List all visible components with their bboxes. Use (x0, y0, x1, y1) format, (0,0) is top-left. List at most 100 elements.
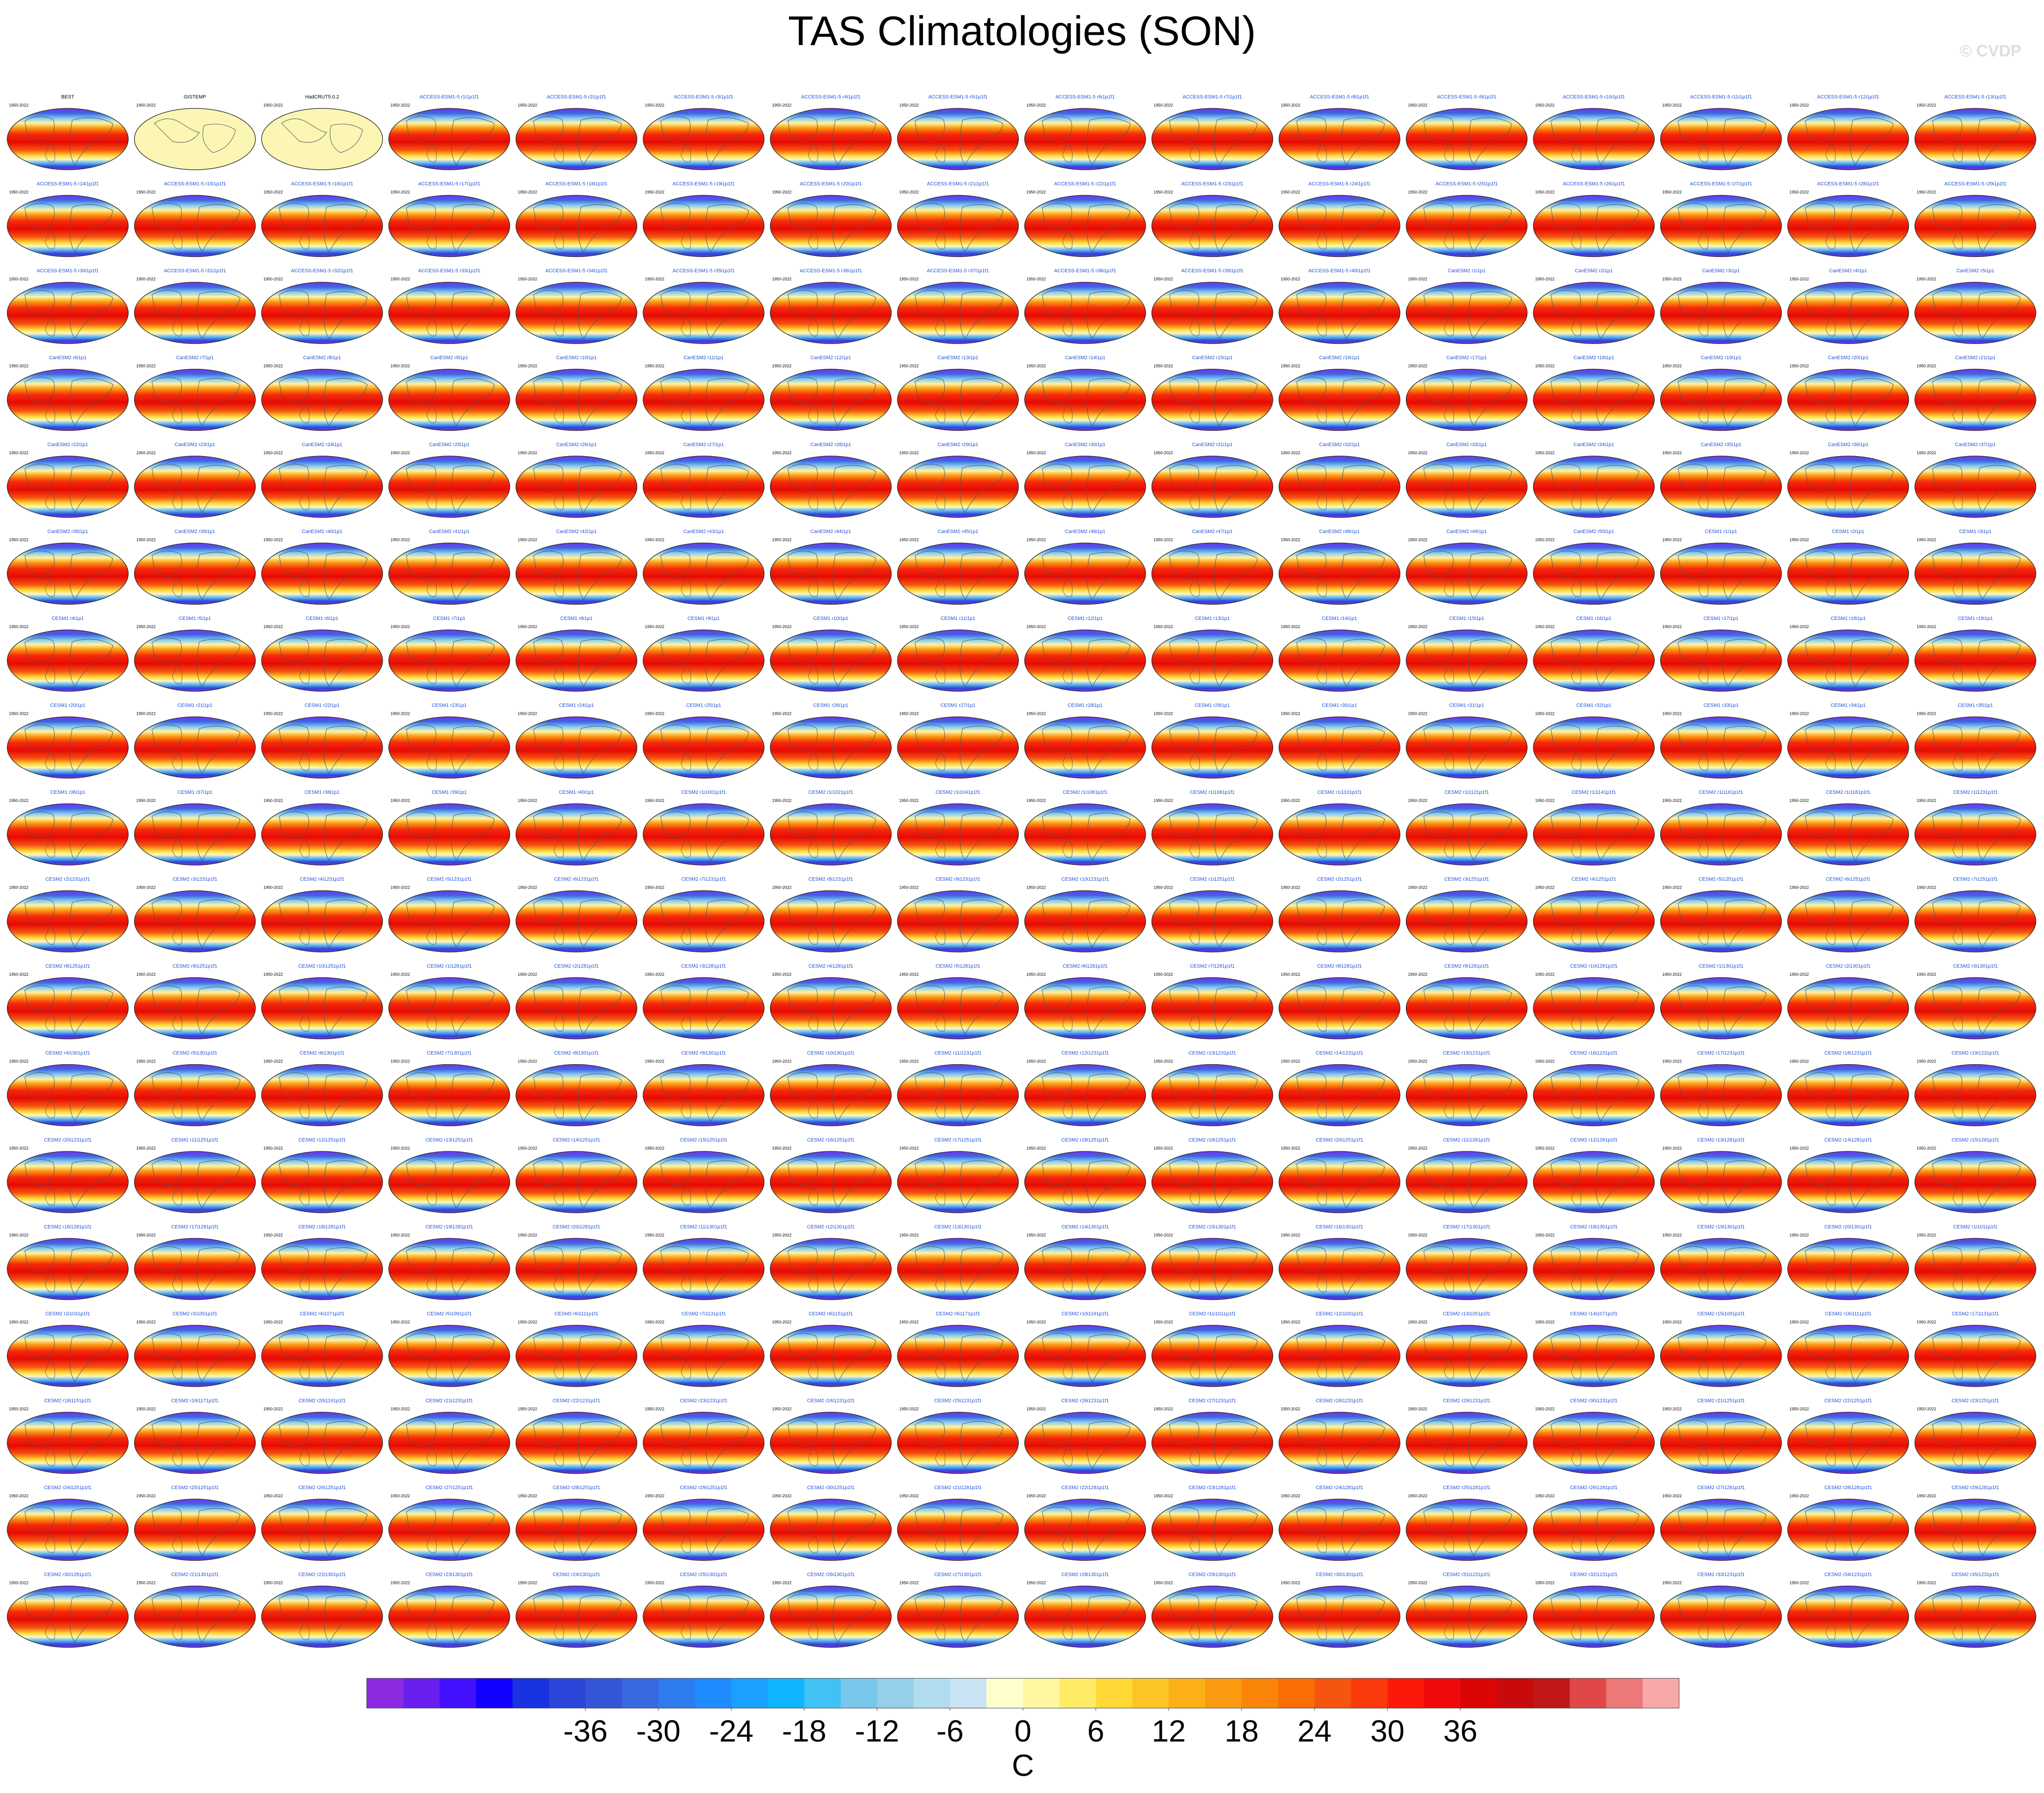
coastline (1316, 404, 1327, 424)
panel-years: 1950-2022 (1408, 885, 1428, 890)
map-panel: ACCESS-ESM1-5 r11i1p1f1 1950-2022 (1660, 94, 1782, 170)
coastline (1296, 638, 1327, 664)
coastline (451, 812, 495, 862)
map-panel: ACCESS-ESM1-5 r27i1p1f1 1950-2022 (1660, 182, 1782, 257)
map-globe (1914, 542, 2036, 605)
coastline (24, 203, 55, 229)
map-panel: ACCESS-ESM1-5 r26i1p1f1 1950-2022 (1533, 182, 1655, 257)
coastline (1678, 550, 1708, 577)
panel-years: 1950-2022 (1027, 364, 1046, 368)
map-globe (1787, 368, 1909, 431)
colorbar-swatch (695, 1678, 732, 1708)
coastline (1952, 838, 1963, 858)
coastline (1805, 724, 1835, 750)
coastline (1423, 290, 1454, 316)
coastline (279, 638, 309, 664)
map-globe (643, 890, 765, 953)
map-panel: CanESM2 r14i1p1 1950-2022 (1024, 355, 1146, 431)
coastline (1423, 898, 1454, 924)
panel-years: 1950-2022 (136, 538, 156, 542)
coastline (281, 118, 327, 143)
coastline (1722, 465, 1767, 514)
panel-title: ACCESS-ESM1-5 r37i1p1f1 (927, 268, 989, 274)
coastline (1444, 230, 1454, 250)
map-globe (1279, 542, 1400, 605)
map-panel: CanESM2 r7i1p1 1950-2022 (134, 355, 256, 431)
coastline (681, 491, 691, 510)
panel-years: 1950-2022 (1281, 624, 1300, 629)
coastline (1214, 638, 1258, 688)
coastline (1341, 638, 1385, 688)
coastline (1042, 377, 1073, 403)
panel-title: CESM1 r13i1p1 (1195, 616, 1230, 621)
map-globe (1024, 629, 1146, 692)
panel-years: 1950-2022 (263, 885, 283, 890)
panel-title: CanESM2 r11i1p1 (683, 355, 723, 361)
coastline (1825, 230, 1836, 250)
coastline (323, 378, 368, 427)
coastline (705, 378, 749, 427)
coastline (1062, 665, 1073, 684)
coastline (69, 465, 113, 514)
panel-title: CESM2 r1i1121p1f1 (1444, 790, 1489, 795)
panel-title: CanESM2 r7i1p1 (176, 355, 214, 361)
coastline (832, 465, 877, 514)
map-panel: CESM1 r1i1p1 1950-2022 (1660, 529, 1782, 605)
coastline (1316, 317, 1327, 336)
coastline (426, 838, 437, 858)
coastline (1678, 638, 1708, 664)
colorbar-swatch (913, 1678, 951, 1708)
colorbar-swatch (1132, 1678, 1169, 1708)
panel-title: CESM2 r5i1231p1f1 (427, 877, 471, 882)
panel-years: 1950-2022 (1153, 538, 1173, 542)
panel-title: CanESM2 r8i1p1 (303, 355, 341, 361)
map-globe (388, 195, 510, 257)
panel-title: ACCESS-ESM1-5 r1i1p1f1 (420, 94, 479, 100)
coastline (1042, 811, 1073, 838)
map-panel: CESM1 r13i1p1 1950-2022 (1151, 616, 1274, 692)
map-panel: CanESM2 r15i1p1 1950-2022 (1151, 355, 1274, 431)
panel-title: CESM2 r1i1081p1f1 (1190, 790, 1235, 795)
map-globe (515, 456, 638, 518)
panel-title: ACCESS-ESM1-5 r38i1p1f1 (1054, 268, 1116, 274)
coastline (660, 377, 691, 403)
panel-title: CanESM2 r22i1p1 (47, 442, 88, 447)
panel-years: 1950-2022 (1153, 190, 1173, 195)
coastline (1468, 638, 1512, 688)
coastline (1189, 143, 1200, 163)
coastline (959, 812, 1003, 862)
panel-title: CanESM2 r26i1p1 (556, 442, 597, 447)
map-panel: CESM1 r8i1p1 1950-2022 (515, 616, 638, 692)
coastline (1189, 838, 1200, 858)
coastline (45, 230, 56, 250)
coastline (1423, 464, 1454, 490)
map-panel: CanESM2 r29i1p1 1950-2022 (897, 442, 1019, 518)
panel-title: CESM1 r26i1p1 (813, 703, 849, 708)
coastline (1678, 203, 1708, 229)
panel-years: 1950-2022 (1535, 885, 1554, 890)
coastline (172, 491, 182, 510)
colorbar-swatch (767, 1678, 805, 1708)
coastline (787, 377, 818, 403)
coastline (1722, 291, 1767, 340)
coastline (935, 751, 946, 771)
panel-years: 1950-2022 (1535, 451, 1554, 455)
map-globe (134, 629, 256, 692)
map-panel: ACCESS-ESM1-5 r7i1p1f1 1950-2022 (1151, 94, 1274, 170)
map-globe (261, 368, 383, 431)
map-globe (643, 282, 765, 344)
panel-title: CanESM2 r19i1p1 (1701, 355, 1741, 361)
map-globe (515, 890, 638, 953)
panel-years: 1950-2022 (518, 103, 537, 107)
panel-title: CESM2 r1i1101p1f1 (1317, 790, 1362, 795)
coastline (299, 751, 310, 771)
panel-years: 1950-2022 (1408, 538, 1428, 542)
panel-title: CanESM2 r2i1p1 (1575, 268, 1613, 274)
coastline (1341, 552, 1385, 601)
map-globe (1533, 108, 1655, 170)
map-panel: CESM1 r27i1p1 1950-2022 (897, 703, 1019, 779)
map-panel: CESM1 r35i1p1 1950-2022 (1914, 703, 2036, 779)
panel-years: 1950-2022 (1281, 885, 1300, 890)
panel-title: ACCESS-ESM1-5 r9i1p1f1 (1437, 94, 1496, 100)
coastline (553, 665, 564, 684)
